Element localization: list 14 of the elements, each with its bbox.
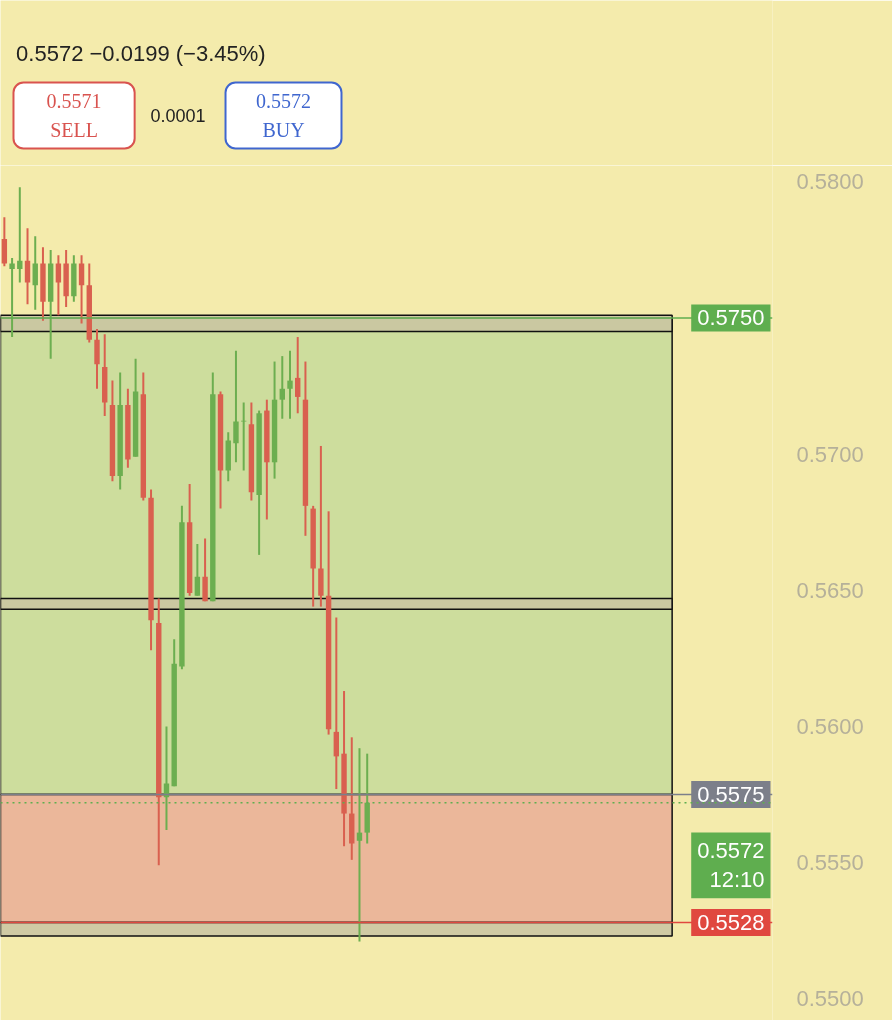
ref-line-label: 0.5528: [697, 909, 765, 935]
y-tick-label: 0.5800: [796, 169, 864, 195]
y-tick-label: 0.5650: [796, 577, 864, 603]
chart-subtitle: 0.5572 −0.0199 (−3.45%): [16, 40, 266, 66]
y-tick-label: 0.5500: [796, 986, 864, 1012]
y-tick-label: 0.5550: [796, 850, 864, 876]
ref-line-label: 0.5575: [697, 782, 765, 807]
text: 0.0001: [150, 106, 206, 126]
ref-line-label: 0.5572 12:10: [697, 838, 765, 893]
text: 0.5571 SELL: [46, 90, 102, 141]
y-tick-label: 0.5600: [796, 713, 864, 739]
y-tick-label: 0.5700: [796, 441, 864, 467]
text: 0.5572 BUY: [256, 90, 312, 141]
ref-line-label: 0.5750: [697, 305, 765, 331]
